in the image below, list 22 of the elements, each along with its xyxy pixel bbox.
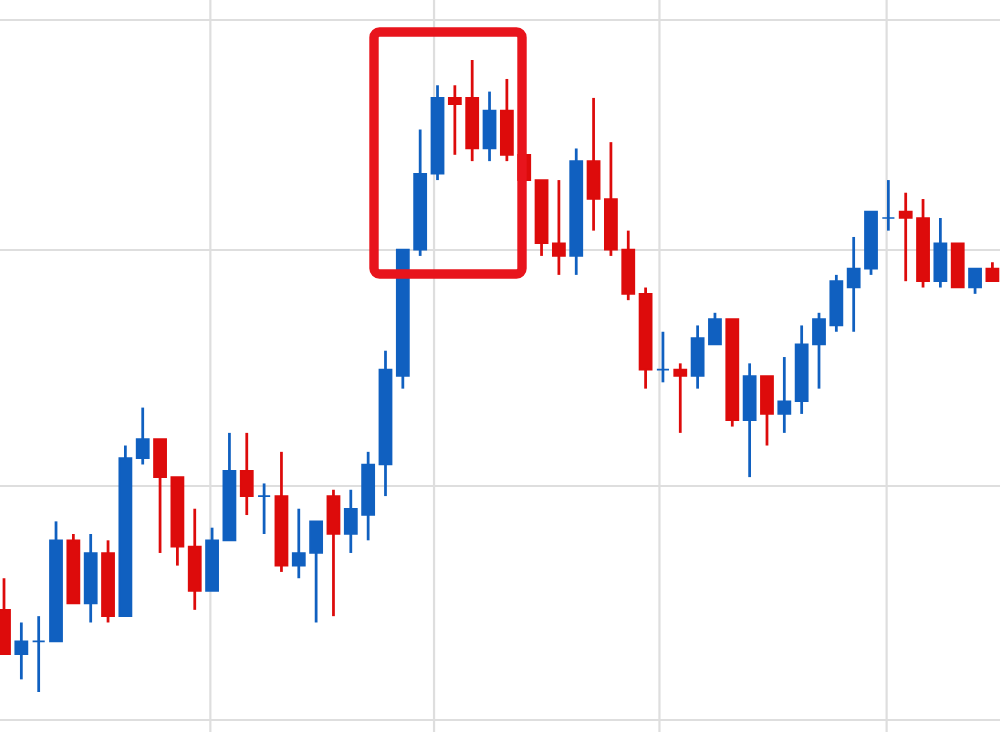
candlestick [135, 406, 150, 466]
candlestick [968, 267, 982, 296]
candlestick [656, 330, 670, 384]
candlestick [499, 77, 514, 163]
candlestick [760, 374, 774, 447]
candlestick [881, 178, 896, 233]
candlestick [187, 507, 202, 612]
candlestick [586, 96, 601, 233]
candlestick [777, 355, 792, 435]
candlestick [950, 242, 965, 289]
candlestick [551, 178, 566, 277]
candlestick [31, 614, 46, 694]
candlestick [239, 431, 254, 517]
candlestick [673, 361, 688, 435]
candlestick [257, 482, 271, 536]
candlestick [326, 488, 341, 618]
candlestick [153, 437, 167, 555]
candlestick [933, 216, 948, 289]
candlestick [985, 260, 1000, 283]
candlestick [482, 90, 497, 163]
candlestick [742, 361, 757, 479]
candlestick [14, 621, 29, 681]
